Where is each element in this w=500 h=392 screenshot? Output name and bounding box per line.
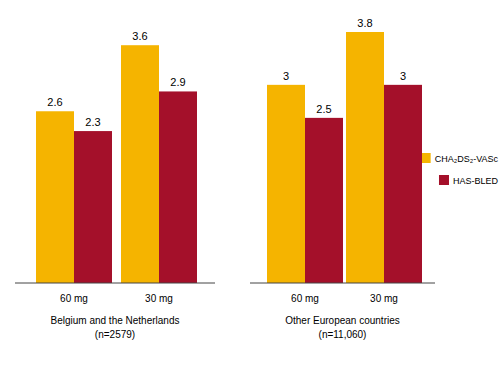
chart-root: 2.6 2.3 3.6 2.9 60 mg 30 mg Belgium and the Ne…	[0, 0, 500, 392]
legend-swatch	[421, 153, 431, 163]
bar	[267, 85, 305, 283]
x-label: Other European countries	[285, 315, 400, 326]
legend-swatch	[439, 175, 449, 185]
legend-label: HAS-BLED	[453, 176, 499, 186]
x-tick-label: 30 mg	[370, 293, 398, 304]
x-tick-label: 60 mg	[60, 293, 88, 304]
x-tick-label: 60 mg	[291, 293, 319, 304]
data-label: 2.6	[47, 96, 62, 108]
data-label: 3.6	[132, 30, 147, 42]
bars	[267, 32, 422, 283]
x-label-note: (n=2579)	[95, 329, 135, 340]
data-label: 2.3	[85, 116, 100, 128]
bar	[346, 32, 384, 283]
data-label: 3	[400, 70, 406, 82]
legend-label: CHA₂DS₂-VASc	[435, 154, 499, 164]
data-label: 2.5	[316, 103, 331, 115]
bar	[74, 131, 112, 283]
x-label-note: (n=11,060)	[319, 329, 367, 340]
data-label: 3.8	[357, 17, 372, 29]
x-tick-label: 30 mg	[145, 293, 173, 304]
bar	[384, 85, 422, 283]
x-axis	[15, 283, 215, 284]
data-label: 3	[283, 70, 289, 82]
bar	[36, 111, 74, 283]
bar	[305, 118, 343, 283]
bar	[159, 91, 197, 283]
data-labels: 3 2.5 3.8 3	[283, 17, 406, 115]
bars	[36, 45, 197, 283]
bar	[121, 45, 159, 283]
data-label: 2.9	[170, 76, 185, 88]
x-axis	[250, 283, 435, 284]
legend: CHA₂DS₂-VASc HAS-BLED	[421, 153, 499, 186]
data-labels: 2.6 2.3 3.6 2.9	[47, 30, 185, 128]
x-label: Belgium and the Netherlands	[51, 315, 180, 326]
